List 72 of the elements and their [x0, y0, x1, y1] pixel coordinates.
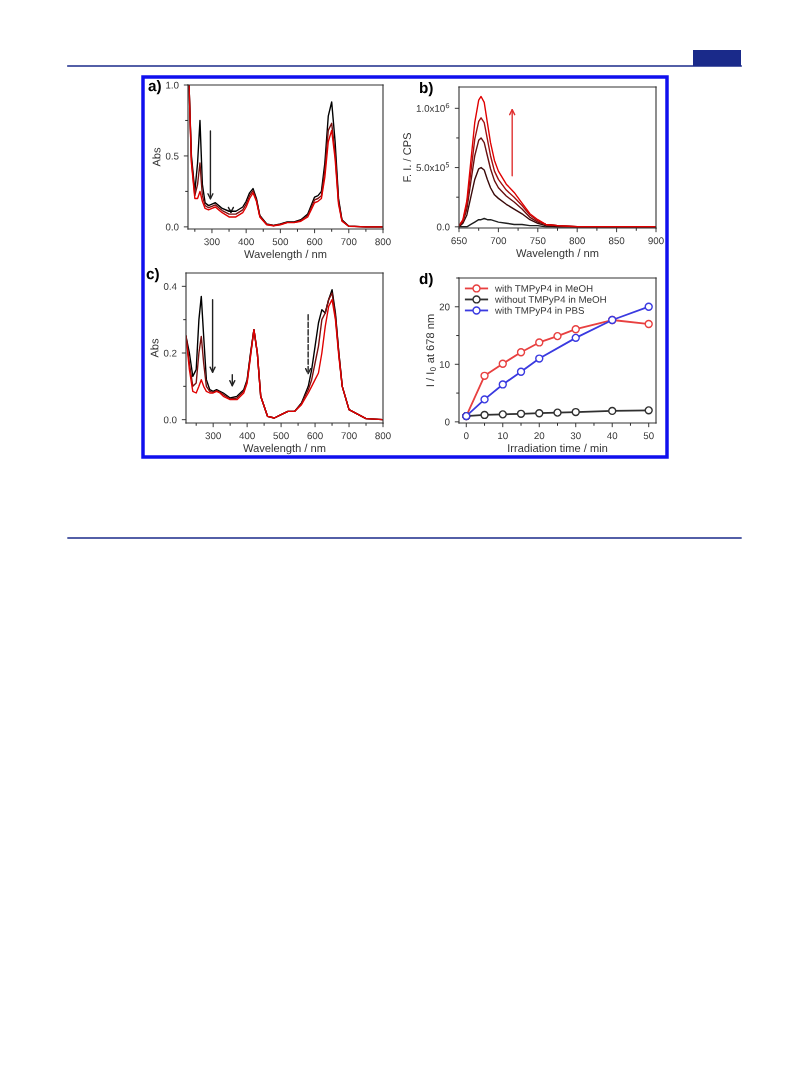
y-tick-label: 0	[444, 418, 450, 426]
point	[516, 409, 526, 418]
x-tick-label: 650	[451, 237, 467, 245]
y-tick-label: 0.2	[163, 349, 177, 357]
point	[516, 348, 526, 357]
y-axis-title: F. I. / CPS	[402, 133, 412, 182]
point	[535, 409, 544, 418]
x-tick-label: 300	[205, 432, 221, 440]
x-tick-label: 850	[608, 237, 625, 245]
point	[571, 407, 580, 417]
x-tick-label: 20	[534, 432, 545, 440]
point	[498, 410, 507, 419]
legend-label: without TMPyP4 in MeOH	[494, 295, 606, 305]
point	[480, 410, 489, 420]
x-tick-label: 700	[341, 238, 357, 246]
point	[498, 380, 507, 389]
x-tick-label: 600	[306, 238, 323, 246]
point	[480, 371, 489, 380]
x-tick-label: 30	[570, 432, 581, 440]
y-tick-label: 0.0	[436, 223, 450, 231]
text: d)	[419, 273, 433, 288]
y-tick-label: 1.0	[166, 81, 179, 89]
x-tick-label: 10	[498, 432, 508, 440]
y-tick-label: 0.0	[163, 416, 177, 424]
x-tick-label: 800	[569, 237, 585, 245]
x-tick-label: 400	[238, 238, 254, 246]
x-axis-title: Wavelength / nm	[244, 249, 327, 261]
text: a)	[148, 80, 161, 95]
point	[535, 338, 544, 347]
point	[553, 331, 562, 341]
x-tick-label: 900	[648, 237, 664, 245]
x-tick-label: 800	[375, 432, 391, 440]
legend-label: with TMPyP4 in MeOH	[494, 284, 593, 294]
x-tick-label: 750	[530, 237, 546, 245]
x-tick-label: 500	[273, 432, 289, 440]
y-tick-label: 5.0x10$^{5}$	[416, 162, 450, 172]
point	[644, 302, 653, 311]
x-tick-label: 50	[643, 432, 654, 440]
point	[571, 325, 580, 334]
text: b)	[420, 82, 433, 97]
x-axis-title: Irradiation time / min	[508, 443, 608, 453]
point	[644, 406, 653, 415]
x-tick-label: 800	[375, 238, 391, 246]
x-tick-label: 400	[239, 432, 255, 440]
y-tick-label: 1.0x10$^{6}$	[416, 103, 450, 112]
point	[644, 319, 653, 329]
y-tick-label: 0.4	[163, 283, 177, 290]
y-tick-label: 0.5	[165, 152, 179, 160]
x-axis-title: Wavelength / nm	[516, 248, 599, 260]
x-tick-label: 40	[607, 432, 618, 440]
point	[480, 395, 489, 404]
point	[553, 408, 562, 417]
y-tick-label: 20	[439, 303, 450, 311]
point	[571, 333, 580, 343]
point	[608, 406, 617, 416]
text: c)	[146, 268, 159, 283]
x-tick-label: 0	[463, 432, 469, 440]
x-tick-label: 700	[490, 237, 507, 245]
x-tick-label: 500	[272, 238, 289, 246]
x-tick-label: 700	[341, 432, 357, 440]
y-tick-label: 10	[439, 361, 450, 368]
point	[535, 354, 544, 363]
x-tick-label: 300	[204, 238, 220, 246]
y-axis-title: I / I$_{0}$ at 678 nm	[425, 314, 436, 387]
y-tick-label: 0.0	[165, 223, 179, 231]
point	[516, 367, 526, 376]
y-axis-title: Abs	[152, 147, 161, 167]
x-tick-label: 600	[307, 432, 323, 440]
x-axis-title: Wavelength / nm	[243, 443, 326, 455]
y-axis-title: Abs	[150, 338, 159, 358]
point	[498, 359, 507, 368]
legend-label: with TMPyP4 in PBS	[494, 306, 585, 316]
